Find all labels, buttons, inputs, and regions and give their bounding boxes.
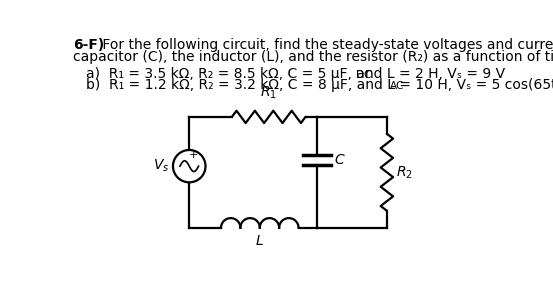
Text: $C$: $C$ — [334, 153, 346, 167]
Text: +: + — [189, 149, 198, 160]
Text: AC: AC — [390, 81, 404, 91]
Text: $L$: $L$ — [255, 234, 264, 248]
Text: capacitor (C), the inductor (L), and the resistor (R₂) as a function of time.: capacitor (C), the inductor (L), and the… — [73, 50, 553, 64]
Text: For the following circuit, find the steady-state voltages and currents across th: For the following circuit, find the stea… — [98, 38, 553, 52]
Text: b)  R₁ = 1.2 kΩ, R₂ = 3.2 kΩ, C = 8 μF, and L = 10 H, Vₛ = 5 cos(65t) V: b) R₁ = 1.2 kΩ, R₂ = 3.2 kΩ, C = 8 μF, a… — [86, 78, 553, 92]
Text: DC: DC — [356, 70, 371, 80]
Text: $V_s$: $V_s$ — [153, 158, 169, 174]
Text: $R_2$: $R_2$ — [396, 164, 413, 180]
Text: $R_1$: $R_1$ — [260, 85, 277, 101]
Text: 6-F): 6-F) — [73, 38, 105, 52]
Text: a)  R₁ = 3.5 kΩ, R₂ = 8.5 kΩ, C = 5 μF, and L = 2 H, Vₛ = 9 V: a) R₁ = 3.5 kΩ, R₂ = 8.5 kΩ, C = 5 μF, a… — [86, 67, 505, 81]
